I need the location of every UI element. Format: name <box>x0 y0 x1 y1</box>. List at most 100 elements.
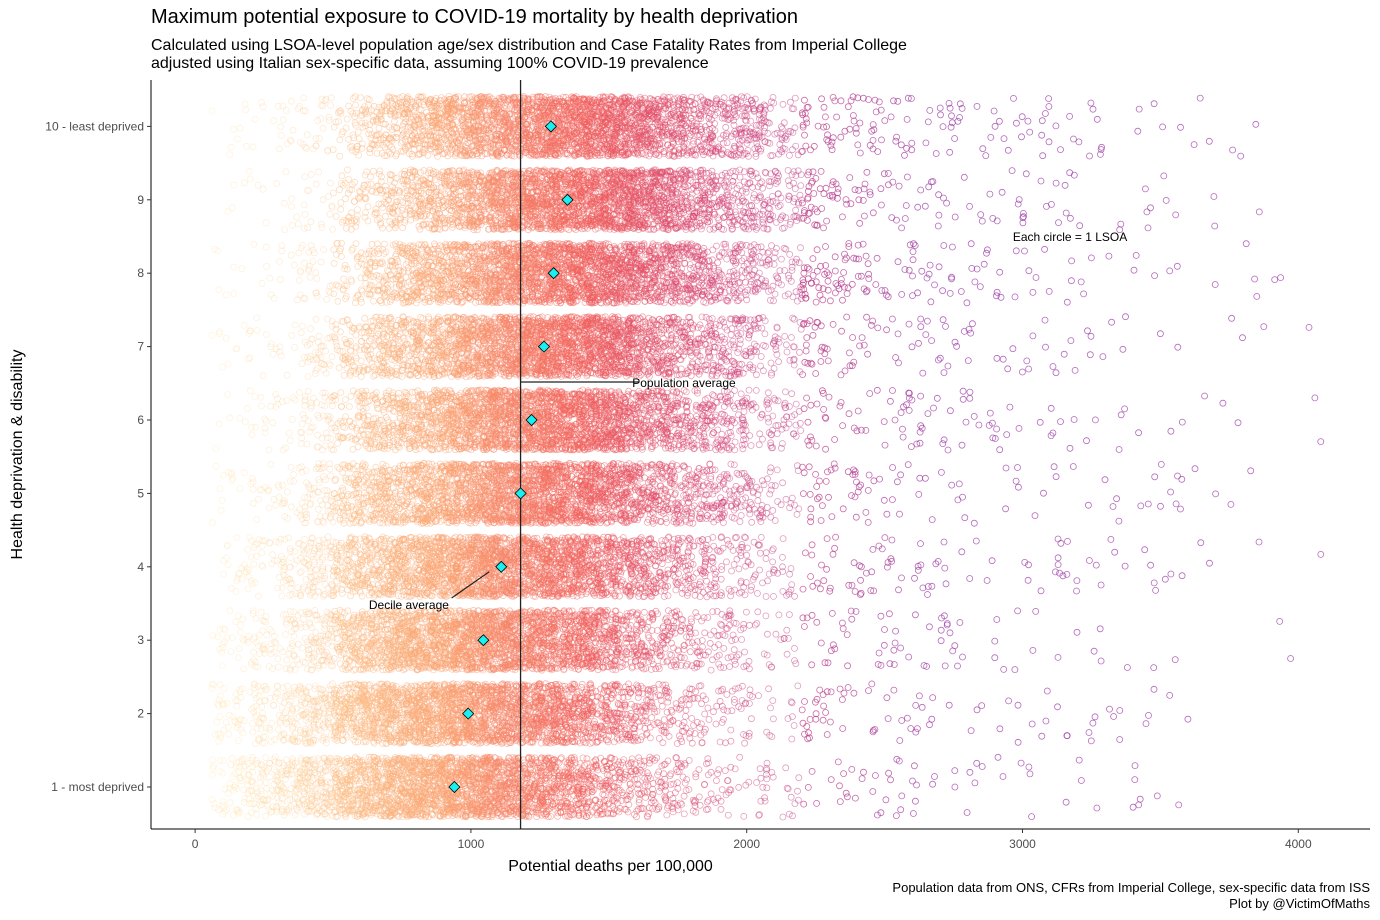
lsoa-point <box>835 759 841 765</box>
lsoa-point <box>1000 774 1006 780</box>
lsoa-point <box>741 813 747 819</box>
lsoa-point <box>715 771 721 777</box>
lsoa-point <box>209 757 215 763</box>
lsoa-point <box>849 766 855 772</box>
lsoa-point <box>1136 802 1142 808</box>
lsoa-point <box>245 814 251 820</box>
lsoa-point <box>792 801 798 807</box>
lsoa-point <box>837 783 843 789</box>
lsoa-point <box>257 780 263 786</box>
lsoa-point <box>1146 712 1152 718</box>
lsoa-point <box>225 790 231 796</box>
lsoa-point <box>1076 757 1082 763</box>
lsoa-point <box>912 798 918 804</box>
lsoa-point <box>861 769 867 775</box>
lsoa-point <box>972 780 978 786</box>
lsoa-point <box>1154 793 1160 799</box>
lsoa-point <box>814 800 820 806</box>
lsoa-point <box>757 766 763 772</box>
lsoa-point <box>267 774 273 780</box>
lsoa-point <box>837 799 843 805</box>
lsoa-point <box>1078 778 1084 784</box>
lsoa-point <box>967 769 973 775</box>
lsoa-point <box>788 794 794 800</box>
lsoa-point <box>974 760 980 766</box>
lsoa-point <box>762 795 768 801</box>
lsoa-point <box>668 771 674 777</box>
points-layer <box>209 93 1324 820</box>
lsoa-point <box>656 789 662 795</box>
lsoa-point <box>705 760 711 766</box>
lsoa-point <box>796 775 802 781</box>
lsoa-point <box>898 807 904 813</box>
lsoa-point <box>228 762 234 768</box>
lsoa-point <box>264 785 270 791</box>
lsoa-point <box>263 755 269 761</box>
lsoa-point <box>1064 733 1070 739</box>
lsoa-point <box>780 814 786 820</box>
lsoa-point <box>736 784 742 790</box>
lsoa-point <box>725 812 731 818</box>
lsoa-point <box>1130 804 1136 810</box>
lsoa-point <box>229 755 235 761</box>
lsoa-point <box>713 778 719 784</box>
lsoa-point <box>263 780 269 786</box>
lsoa-point <box>979 764 985 770</box>
lsoa-point <box>1029 814 1035 820</box>
lsoa-point <box>702 781 708 787</box>
lsoa-point <box>1094 805 1100 811</box>
lsoa-point <box>696 794 702 800</box>
lsoa-point <box>795 797 801 803</box>
lsoa-point <box>930 781 936 787</box>
lsoa-point <box>870 789 876 795</box>
lsoa-point <box>883 797 889 803</box>
lsoa-point <box>801 801 807 807</box>
lsoa-point <box>844 794 850 800</box>
lsoa-point <box>254 812 260 818</box>
lsoa-point <box>809 768 815 774</box>
lsoa-point <box>841 771 847 777</box>
lsoa-point <box>886 770 892 776</box>
lsoa-point <box>1132 777 1138 783</box>
lsoa-point <box>913 702 919 708</box>
lsoa-point <box>211 763 217 769</box>
lsoa-point <box>718 806 724 812</box>
lsoa-point <box>852 795 858 801</box>
lsoa-point <box>262 813 268 819</box>
lsoa-point <box>664 812 670 818</box>
lsoa-point <box>689 715 695 721</box>
lsoa-point <box>859 776 865 782</box>
lsoa-point <box>214 719 220 725</box>
lsoa-point <box>716 767 722 773</box>
lsoa-point <box>995 754 1001 760</box>
lsoa-point <box>872 773 878 779</box>
lsoa-point <box>580 755 586 761</box>
lsoa-point <box>681 793 687 799</box>
lsoa-point <box>843 790 849 796</box>
lsoa-point <box>737 754 743 760</box>
lsoa-point <box>910 778 916 784</box>
lsoa-point <box>888 777 894 783</box>
lsoa-point <box>1132 763 1138 769</box>
lsoa-point <box>675 780 681 786</box>
lsoa-point <box>760 784 766 790</box>
lsoa-point <box>227 800 233 806</box>
lsoa-point <box>893 813 899 819</box>
lsoa-point <box>1063 799 1069 805</box>
lsoa-point <box>964 810 970 816</box>
lsoa-point <box>719 787 725 793</box>
lsoa-point <box>1027 771 1033 777</box>
lsoa-point <box>899 793 905 799</box>
lsoa-point <box>911 763 917 769</box>
lsoa-point <box>210 772 216 778</box>
lsoa-point <box>1026 764 1032 770</box>
lsoa-point <box>283 757 289 763</box>
lsoa-point <box>754 780 760 786</box>
lsoa-point <box>679 801 685 807</box>
lsoa-point <box>1137 796 1143 802</box>
lsoa-point <box>1185 716 1191 722</box>
lsoa-point <box>910 811 916 817</box>
lsoa-point <box>696 767 702 773</box>
lsoa-point <box>722 768 728 774</box>
